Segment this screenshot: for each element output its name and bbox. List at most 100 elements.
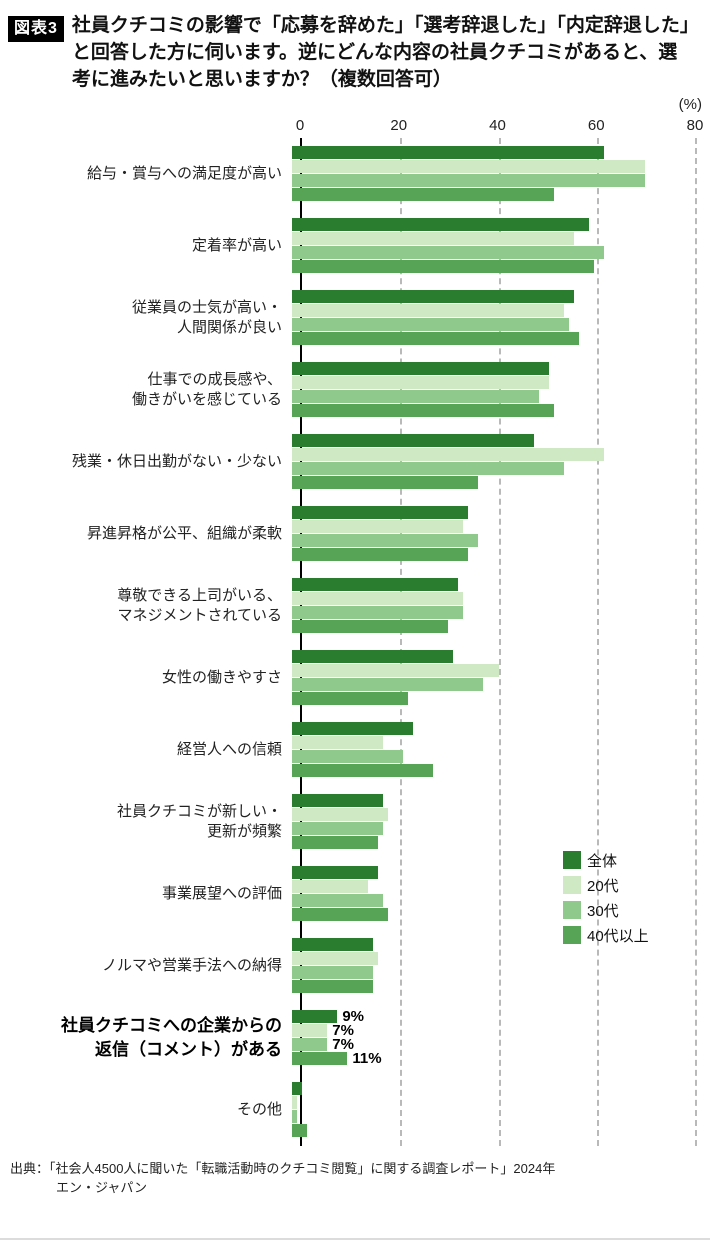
category-label: 社員クチコミが新しい・ 更新が頻繁 xyxy=(116,802,282,840)
category-label: ノルマや営業手法への納得 xyxy=(101,956,282,974)
gridline xyxy=(498,137,501,1146)
bar-20代 xyxy=(292,664,499,678)
bar-30代 xyxy=(292,822,383,836)
bar-line xyxy=(292,1110,695,1124)
category-row: 尊敬できる上司がいる、 マネジメントされている xyxy=(0,570,710,642)
bar-40代以上 xyxy=(292,548,469,562)
bar-group xyxy=(292,650,695,706)
bar-30代 xyxy=(292,534,479,548)
bar-group xyxy=(292,218,695,274)
category-label: 給与・賞与への満足度が高い xyxy=(86,164,282,182)
legend-swatch xyxy=(563,926,581,945)
bar-line xyxy=(292,318,695,332)
category-label: 女性の働きやすさ xyxy=(161,668,282,686)
bar-line xyxy=(292,794,695,808)
legend-item: 40代以上 xyxy=(563,925,649,946)
bar-20代 xyxy=(292,808,388,822)
bar-line xyxy=(292,592,695,606)
bar-30代 xyxy=(292,606,464,620)
bar-全体 xyxy=(292,290,575,304)
bar-line: 7% xyxy=(292,1036,695,1053)
bar-line xyxy=(292,880,695,894)
bar-group xyxy=(292,434,695,490)
bar-group xyxy=(292,938,695,994)
bar-line xyxy=(292,534,695,548)
figure-title: 社員クチコミの影響で「応募を辞めた」「選考辞退した」「内定辞退した」と回答した方… xyxy=(71,15,690,90)
bar-line xyxy=(292,980,695,994)
gridline xyxy=(596,137,599,1146)
category-label: 社員クチコミへの企業からの 返信（コメント）がある xyxy=(61,1016,282,1059)
category-label: 事業展望への評価 xyxy=(161,884,282,902)
bar-30代 xyxy=(292,1038,328,1052)
legend-label: 30代 xyxy=(587,902,619,920)
category-row: 従業員の士気が高い・ 人間関係が良い xyxy=(0,282,710,354)
bar-group xyxy=(292,146,695,202)
bar-line xyxy=(292,362,695,376)
bar-20代 xyxy=(292,952,378,966)
category-label: 定着率が高い xyxy=(191,236,282,254)
bar-全体 xyxy=(292,650,454,664)
bar-全体 xyxy=(292,866,378,880)
bar-30代 xyxy=(292,318,570,332)
bar-line xyxy=(292,188,695,202)
bar-30代 xyxy=(292,246,605,260)
bar-40代以上 xyxy=(292,1052,348,1066)
bar-line xyxy=(292,894,695,908)
bar-line xyxy=(292,1124,695,1138)
bar-40代以上 xyxy=(292,692,408,706)
figure-header: 図表3 社員クチコミの影響で「応募を辞めた」「選考辞退した」「内定辞退した」と回… xyxy=(0,0,710,94)
bar-全体 xyxy=(292,722,413,736)
bar-line xyxy=(292,376,695,390)
bar-line xyxy=(292,620,695,634)
bar-20代 xyxy=(292,736,383,750)
bar-全体 xyxy=(292,146,605,160)
bar-line xyxy=(292,218,695,232)
x-axis-tick: 0 xyxy=(295,116,305,134)
legend: 全体 20代 30代 40代以上 xyxy=(563,850,649,950)
bar-全体 xyxy=(292,1082,303,1096)
category-row: 残業・休日出勤がない・少ない xyxy=(0,426,710,498)
bar-全体 xyxy=(292,1010,338,1024)
bar-line xyxy=(292,448,695,462)
bar-group xyxy=(292,1082,695,1138)
bar-30代 xyxy=(292,678,484,692)
bar-line xyxy=(292,822,695,836)
bar-value-label: 11% xyxy=(352,1050,382,1068)
bar-group xyxy=(292,506,695,562)
bar-40代以上 xyxy=(292,908,388,922)
bar-全体 xyxy=(292,434,534,448)
bar-40代以上 xyxy=(292,332,580,346)
bar-20代 xyxy=(292,880,368,894)
bar-20代 xyxy=(292,376,549,390)
bar-line xyxy=(292,866,695,880)
bar-line xyxy=(292,966,695,980)
bar-全体 xyxy=(292,938,373,952)
bar-line xyxy=(292,722,695,736)
category-label: 昇進昇格が公平、組織が柔軟 xyxy=(86,524,282,542)
category-label: 残業・休日出勤がない・少ない xyxy=(71,452,282,470)
bar-line xyxy=(292,1096,695,1110)
bar-30代 xyxy=(292,462,565,476)
bar-chart: 給与・賞与への満足度が高い定着率が高い従業員の士気が高い・ 人間関係が良い仕事での… xyxy=(0,137,710,1146)
bar-group xyxy=(292,722,695,778)
category-label: 仕事での成長感や、 働きがいを感じている xyxy=(131,370,282,408)
bar-line xyxy=(292,174,695,188)
bar-line xyxy=(292,808,695,822)
bar-line xyxy=(292,260,695,274)
bar-全体 xyxy=(292,218,590,232)
bar-20代 xyxy=(292,448,605,462)
category-row: 定着率が高い xyxy=(0,210,710,282)
bar-20代 xyxy=(292,592,464,606)
bar-line xyxy=(292,390,695,404)
x-axis-tick: 20 xyxy=(390,116,408,134)
category-label: 経営人への信頼 xyxy=(176,740,282,758)
bar-line xyxy=(292,750,695,764)
bar-group xyxy=(292,794,695,850)
bar-40代以上 xyxy=(292,620,449,634)
x-axis-ticks: 0 20 40 60 80 xyxy=(296,116,704,137)
bar-value-label: 9% xyxy=(342,1008,365,1026)
bar-line xyxy=(292,938,695,952)
bar-line xyxy=(292,290,695,304)
bar-line xyxy=(292,664,695,678)
